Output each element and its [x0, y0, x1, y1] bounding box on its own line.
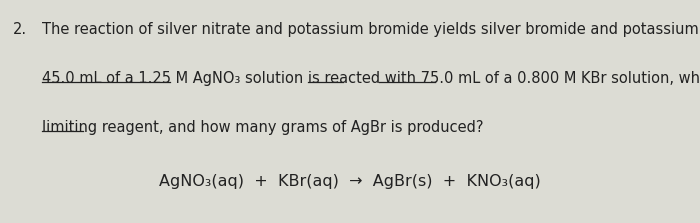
- Text: AgNO₃(aq)  +  KBr(aq)  →  AgBr(s)  +  KNO₃(aq): AgNO₃(aq) + KBr(aq) → AgBr(s) + KNO₃(aq): [159, 174, 541, 189]
- Text: The reaction of silver nitrate and potassium bromide yields silver bromide and p: The reaction of silver nitrate and potas…: [42, 22, 700, 37]
- Text: limiting reagent, and how many grams of AgBr is produced?: limiting reagent, and how many grams of …: [42, 120, 484, 135]
- Text: 45.0 mL of a 1.25 M AgNO₃ solution is reacted with 75.0 mL of a 0.800 M KBr solu: 45.0 mL of a 1.25 M AgNO₃ solution is re…: [42, 71, 700, 86]
- Text: 2.: 2.: [13, 22, 27, 37]
